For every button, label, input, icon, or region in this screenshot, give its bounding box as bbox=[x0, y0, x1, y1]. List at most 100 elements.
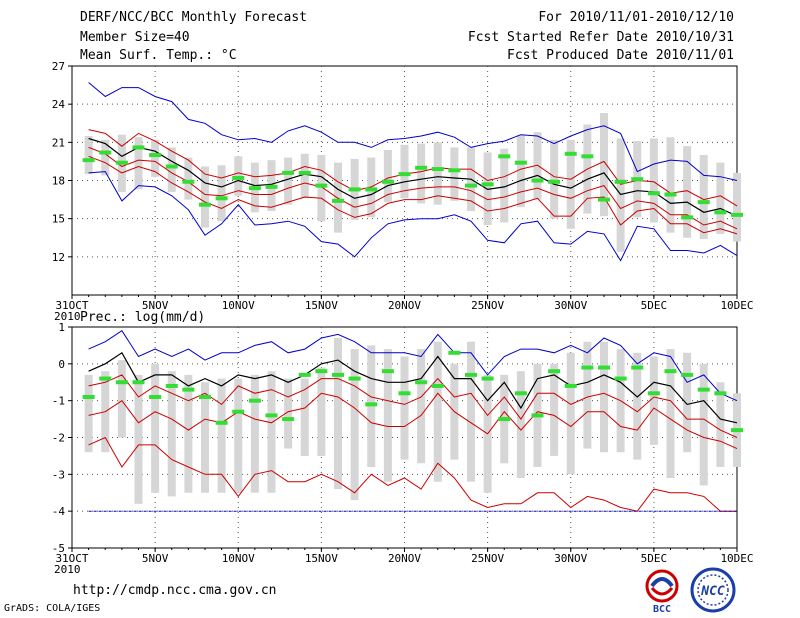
members-box bbox=[101, 139, 110, 176]
members-box bbox=[250, 374, 259, 493]
median-mark bbox=[199, 202, 211, 207]
median-mark bbox=[581, 154, 594, 159]
median-mark bbox=[681, 372, 694, 377]
median-mark bbox=[531, 178, 544, 183]
median-mark bbox=[431, 383, 444, 388]
median-mark bbox=[99, 376, 112, 381]
members-box bbox=[334, 162, 342, 233]
members-box bbox=[317, 367, 326, 456]
chart-title: DERF/NCC/BCC Monthly Forecast bbox=[80, 10, 307, 25]
members-box bbox=[583, 341, 592, 449]
members-box bbox=[383, 349, 392, 482]
members-box bbox=[450, 147, 459, 201]
series-line-mean bbox=[88, 137, 738, 217]
members-box bbox=[550, 139, 559, 219]
members-box bbox=[234, 378, 243, 493]
members-box bbox=[500, 148, 509, 223]
median-mark bbox=[398, 391, 411, 396]
members-box bbox=[417, 143, 426, 204]
median-mark bbox=[182, 387, 195, 392]
y-tick-label: -2 bbox=[52, 432, 65, 445]
median-mark bbox=[415, 165, 428, 170]
median-mark bbox=[315, 183, 328, 188]
x-tick-label: 20NOV bbox=[388, 299, 421, 312]
members-box bbox=[566, 352, 575, 475]
members-box bbox=[716, 382, 725, 467]
median-mark bbox=[614, 179, 627, 184]
y-tick-label: 12 bbox=[52, 251, 65, 264]
y-tick-label: 1 bbox=[58, 321, 65, 334]
median-mark bbox=[348, 187, 361, 192]
median-mark bbox=[731, 428, 743, 433]
bcc-logo-text: BCC bbox=[653, 604, 671, 614]
members-box bbox=[284, 378, 293, 449]
median-mark bbox=[365, 187, 378, 192]
variable-label: Mean Surf. Temp.: °C bbox=[80, 48, 237, 63]
members-box bbox=[217, 378, 226, 493]
median-mark bbox=[664, 369, 677, 374]
median-mark bbox=[431, 167, 444, 172]
members-box bbox=[566, 139, 575, 229]
footer-url[interactable]: http://cmdp.ncc.cma.gov.cn bbox=[73, 583, 277, 598]
x-tick-label: 5NOV bbox=[142, 552, 169, 565]
members-box bbox=[467, 341, 475, 482]
forecast-started: Fcst Started Refer Date 2010/10/31 bbox=[467, 30, 734, 45]
y-tick-label: 15 bbox=[52, 213, 65, 226]
median-mark bbox=[99, 150, 112, 155]
forecast-period: For 2010/11/01-2010/12/10 bbox=[538, 10, 734, 25]
median-mark bbox=[498, 417, 511, 422]
x-tick-label: 10DEC bbox=[720, 299, 753, 312]
median-mark bbox=[448, 168, 461, 173]
y-tick-label: 21 bbox=[52, 136, 65, 149]
members-box bbox=[666, 349, 675, 479]
median-mark bbox=[448, 350, 461, 355]
median-mark bbox=[548, 369, 561, 374]
median-mark bbox=[132, 380, 145, 385]
y-tick-label: 24 bbox=[52, 98, 66, 111]
members-box bbox=[300, 378, 309, 456]
member-size: Member Size=40 bbox=[80, 30, 190, 45]
members-box bbox=[616, 138, 625, 252]
x-tick-label: 15NOV bbox=[305, 299, 338, 312]
x-tick-label: 15NOV bbox=[305, 552, 338, 565]
median-mark bbox=[215, 420, 228, 425]
median-mark bbox=[631, 177, 644, 182]
median-mark bbox=[598, 197, 610, 202]
median-mark bbox=[631, 365, 644, 370]
members-box bbox=[383, 149, 392, 203]
median-mark bbox=[398, 172, 411, 177]
series-line-spread_lowest bbox=[88, 155, 738, 235]
median-mark bbox=[232, 175, 245, 180]
members-box bbox=[167, 371, 176, 497]
median-mark bbox=[697, 200, 710, 205]
x-tick-sublabel: 2010 bbox=[54, 563, 81, 576]
bcc-logo: BCC bbox=[645, 569, 679, 614]
members-box bbox=[733, 172, 741, 242]
y-tick-label: 0 bbox=[58, 358, 65, 371]
median-mark bbox=[332, 372, 344, 377]
median-mark bbox=[614, 376, 627, 381]
members-box bbox=[533, 132, 542, 200]
x-tick-label: 5NOV bbox=[142, 299, 169, 312]
x-tick-label: 5DEC bbox=[641, 552, 668, 565]
median-mark bbox=[381, 369, 394, 374]
members-box bbox=[400, 356, 409, 460]
members-box bbox=[134, 374, 143, 504]
median-mark bbox=[498, 154, 511, 159]
median-mark bbox=[714, 210, 727, 215]
ncc-logo: NCC bbox=[690, 567, 736, 613]
members-box bbox=[284, 157, 293, 205]
median-mark bbox=[199, 394, 211, 399]
members-box bbox=[167, 147, 176, 192]
median-mark bbox=[348, 376, 361, 381]
x-tick-label: 31OCT bbox=[55, 299, 88, 312]
x-tick-label: 30NOV bbox=[554, 299, 587, 312]
x-tick-label: 10NOV bbox=[222, 299, 255, 312]
series-line-spread_lower bbox=[88, 392, 738, 450]
members-box bbox=[184, 374, 193, 493]
median-mark bbox=[365, 402, 378, 407]
median-mark bbox=[731, 212, 743, 217]
series-line-max bbox=[88, 330, 738, 402]
members-box bbox=[716, 162, 725, 234]
members-box bbox=[184, 157, 193, 200]
